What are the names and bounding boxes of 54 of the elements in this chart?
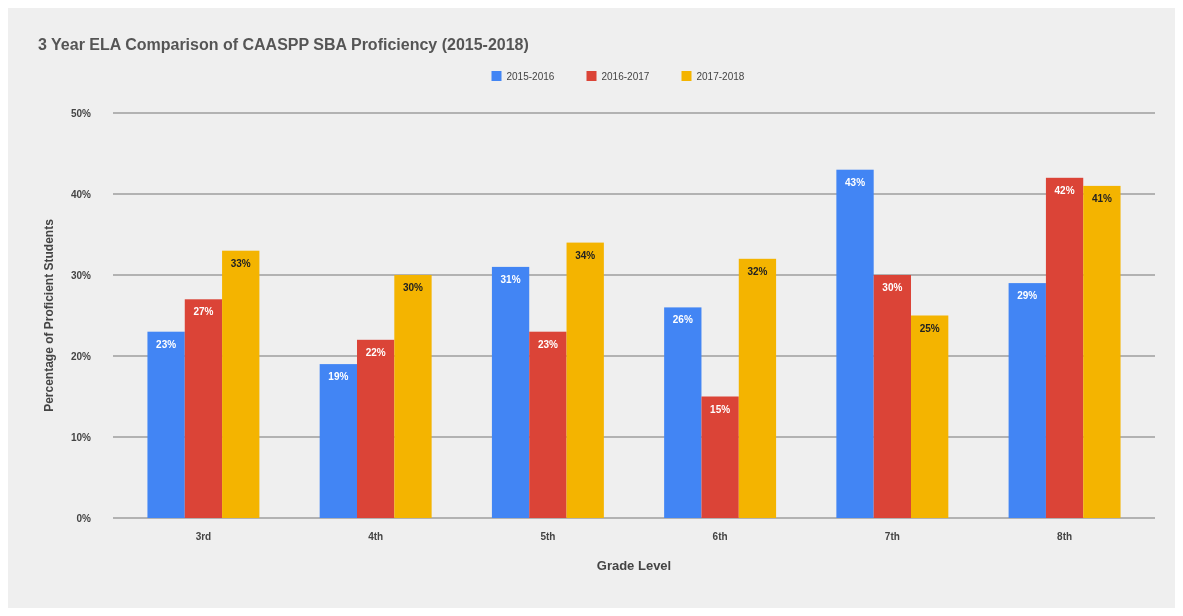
data-label: 25% [919, 322, 940, 334]
data-label: 31% [500, 273, 521, 285]
y-tick-label: 30% [70, 269, 92, 281]
data-label: 30% [882, 282, 903, 293]
data-label: 41% [1091, 192, 1113, 204]
bar [222, 250, 260, 518]
y-tick-label: 0% [76, 512, 92, 524]
y-tick-label: 20% [70, 350, 92, 362]
legend-label: 2015-2016 [506, 71, 555, 82]
x-tick-label: 4th [368, 531, 384, 542]
legend-label: 2017-2018 [696, 71, 745, 82]
data-label: 15% [710, 403, 731, 415]
data-label: 43% [845, 176, 866, 188]
bar [738, 258, 777, 518]
data-label: 23% [156, 338, 177, 350]
chart-title: 3 Year ELA Comparison of CAASPP SBA Proficiency (2015-2018) [38, 36, 529, 53]
bar [911, 315, 949, 518]
bar [1008, 283, 1046, 518]
bar [701, 396, 739, 518]
data-label: 26% [672, 314, 693, 326]
data-label: 32% [747, 265, 768, 277]
data-label: 34% [575, 249, 596, 261]
bar [566, 242, 604, 518]
bar [529, 331, 567, 518]
data-label: 19% [328, 371, 349, 383]
bar [1045, 177, 1084, 518]
x-tick-label: 8th [1057, 531, 1073, 542]
bar [147, 331, 185, 518]
x-tick-label: 3rd [195, 531, 212, 542]
bar [873, 275, 912, 518]
data-label: 22% [365, 346, 386, 358]
bar [394, 275, 432, 518]
bar [491, 266, 530, 518]
bar [664, 307, 702, 518]
y-tick-label: 10% [70, 431, 92, 443]
x-axis-title: Grade Level [596, 558, 672, 573]
x-tick-label: 6th [712, 531, 728, 542]
bar [356, 339, 395, 518]
data-label: 42% [1054, 184, 1075, 196]
bar [319, 364, 357, 518]
y-tick-label: 50% [70, 107, 92, 119]
legend-label: 2016-2017 [601, 71, 650, 82]
x-tick-label: 7th [884, 531, 900, 542]
x-tick-label: 5th [540, 531, 556, 542]
data-label: 30% [402, 282, 424, 293]
y-tick-label: 40% [70, 188, 92, 200]
data-label: 23% [537, 338, 558, 350]
data-label: 27% [193, 306, 214, 318]
data-label: 29% [1017, 290, 1038, 302]
bar [184, 299, 223, 518]
bar [836, 169, 874, 518]
y-axis-title: Percentage of Proficient Students [42, 218, 56, 412]
bar [1083, 185, 1121, 518]
data-label: 33% [230, 257, 251, 269]
